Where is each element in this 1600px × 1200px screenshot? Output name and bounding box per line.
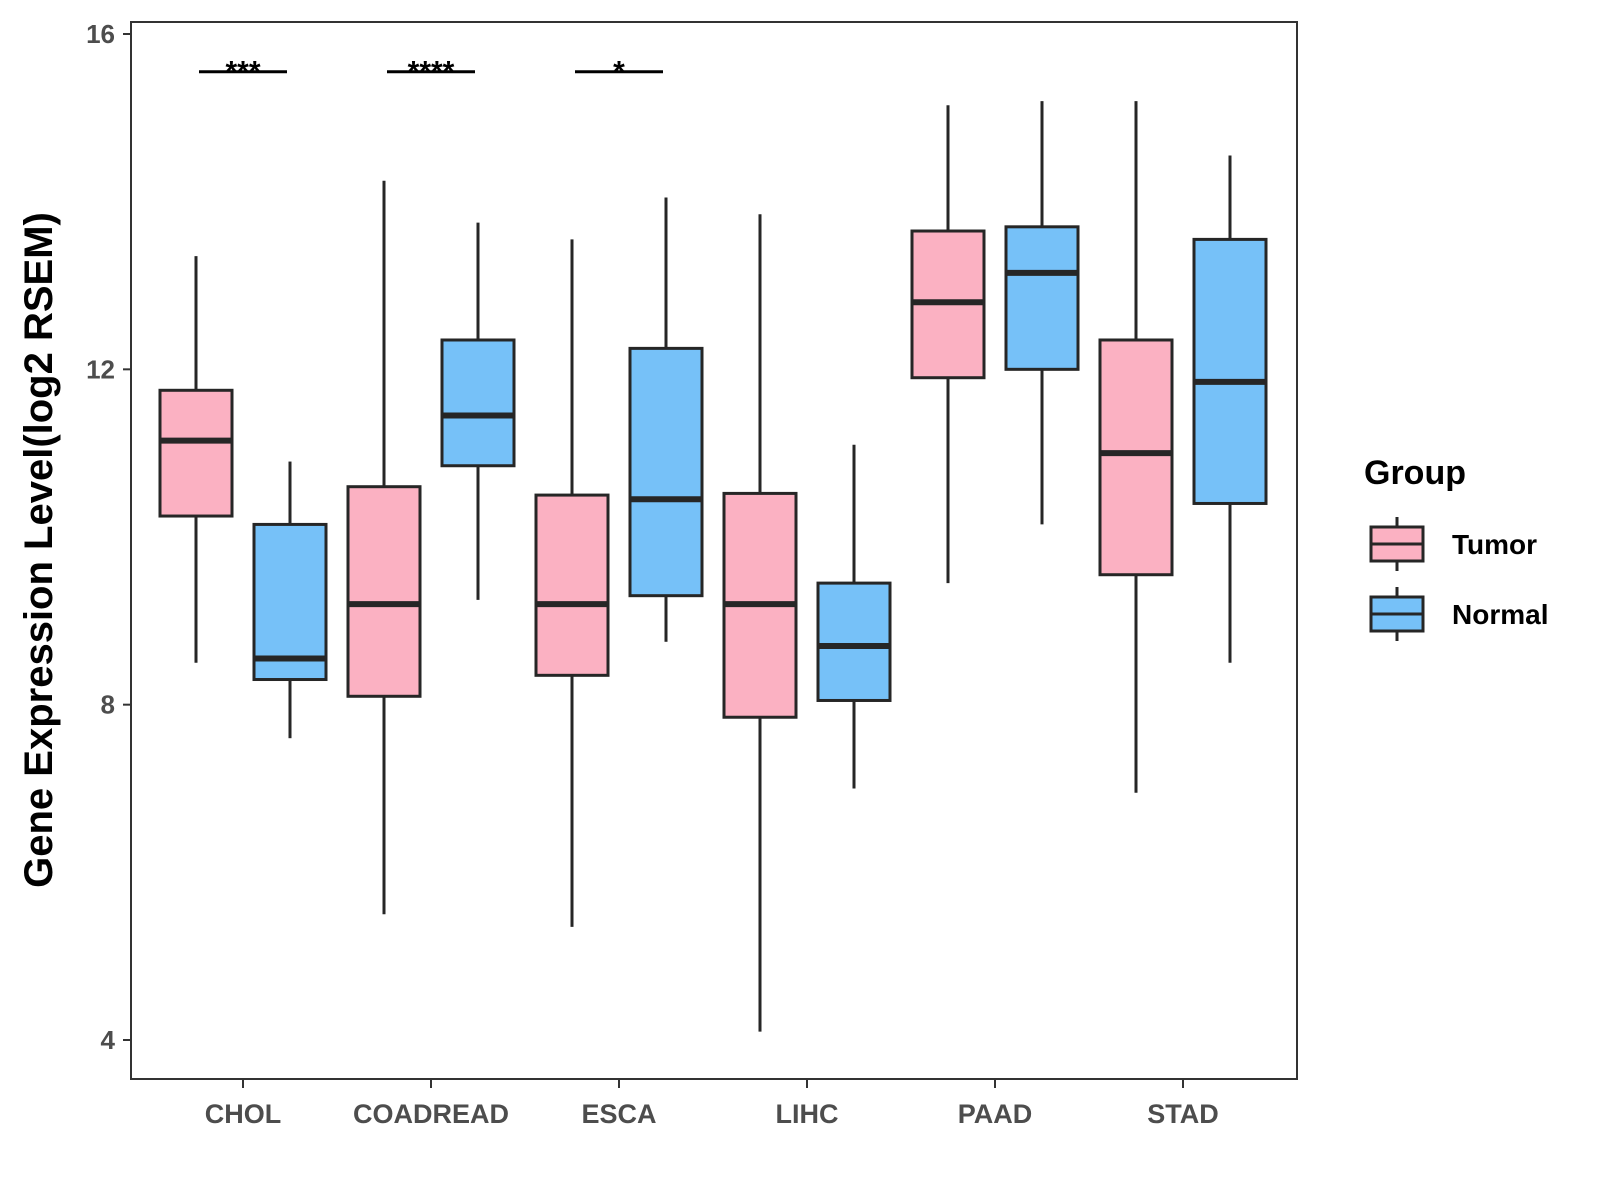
x-tick-label: LIHC [776,1099,839,1129]
box-tumor-chol [158,256,234,663]
y-tick-label: 16 [86,19,115,49]
y-axis: 4 8 12 16 [86,19,131,1055]
y-tick-label: 8 [101,690,115,720]
legend-entry-tumor: Tumor [1369,517,1537,571]
box-normal-chol [252,461,328,739]
x-tick-label: ESCA [581,1099,656,1129]
legend-entry-normal: Normal [1369,587,1548,641]
box-iqr [534,493,610,677]
significance-layer: *** **** * [199,56,663,89]
x-tick-label: PAAD [958,1099,1033,1129]
x-tick-label: COADREAD [353,1099,509,1129]
legend: Group Tumor Normal [1364,454,1548,641]
box-iqr [252,522,328,682]
box-tumor-paad [910,105,986,584]
box-iqr [346,485,422,698]
box-normal-paad [1004,101,1080,525]
box-tumor-esca [534,239,610,927]
box-iqr [628,346,704,598]
box-normal-esca [628,197,704,642]
y-tick-label: 12 [86,354,115,384]
boxes-layer [158,101,1268,1032]
box-tumor-stad [1098,101,1174,793]
x-axis: CHOL COADREAD ESCA LIHC PAAD STAD [205,1079,1219,1129]
significance-label: **** [408,56,455,89]
box-iqr [440,338,516,468]
box-iqr [1004,225,1080,371]
box-tumor-lihc [722,214,798,1032]
box-iqr [158,388,234,518]
y-tick-label: 4 [101,1025,116,1055]
x-tick-label: STAD [1147,1099,1219,1129]
significance-label: *** [225,56,260,89]
y-axis-label: Gene Expression Level(log2 RSEM) [17,212,61,888]
box-normal-coadread [440,222,516,600]
legend-label: Normal [1452,599,1548,630]
box-iqr [1192,237,1268,505]
legend-label: Tumor [1452,529,1537,560]
box-normal-lihc [816,444,892,789]
box-tumor-coadread [346,180,422,915]
legend-title: Group [1364,454,1466,492]
box-normal-stad [1192,155,1268,663]
significance-label: * [613,56,625,89]
x-tick-label: CHOL [205,1099,282,1129]
box-iqr [816,581,892,702]
box-iqr [1098,338,1174,577]
